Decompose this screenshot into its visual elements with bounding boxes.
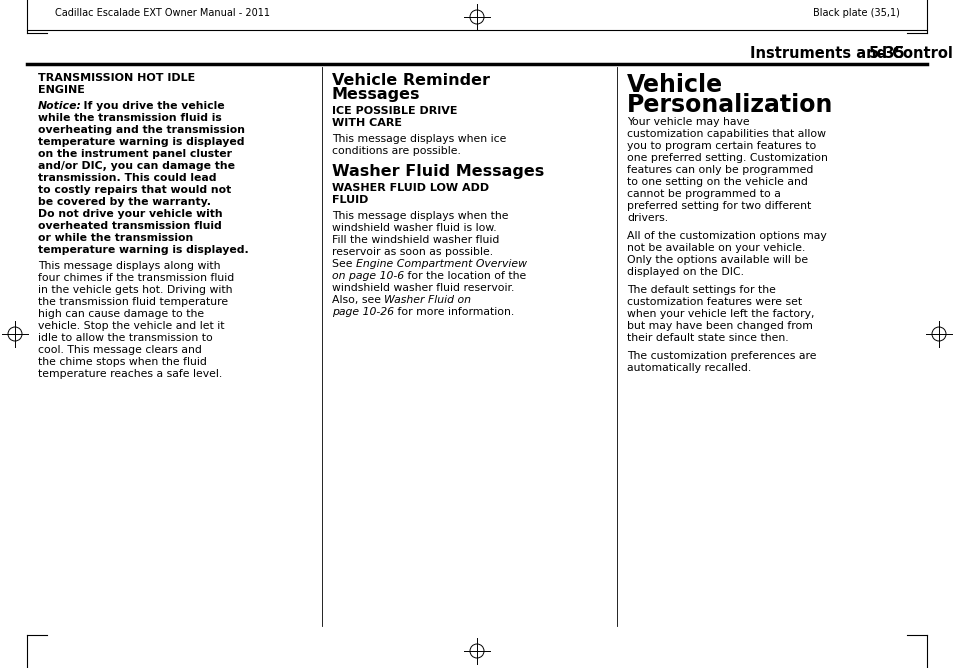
Text: features can only be programmed: features can only be programmed <box>626 165 813 175</box>
Text: temperature warning is displayed: temperature warning is displayed <box>38 136 244 146</box>
Text: ICE POSSIBLE DRIVE: ICE POSSIBLE DRIVE <box>332 106 457 116</box>
Text: the transmission fluid temperature: the transmission fluid temperature <box>38 297 228 307</box>
Text: The default settings for the: The default settings for the <box>626 285 775 295</box>
Text: Engine Compartment Overview: Engine Compartment Overview <box>355 259 526 269</box>
Text: you to program certain features to: you to program certain features to <box>626 141 816 151</box>
Text: windshield washer fluid reservoir.: windshield washer fluid reservoir. <box>332 283 514 293</box>
Text: Fill the windshield washer fluid: Fill the windshield washer fluid <box>332 234 498 244</box>
Text: Black plate (35,1): Black plate (35,1) <box>812 8 899 18</box>
Text: Cadillac Escalade EXT Owner Manual - 2011: Cadillac Escalade EXT Owner Manual - 201… <box>55 8 270 18</box>
Text: reservoir as soon as possible.: reservoir as soon as possible. <box>332 246 493 257</box>
Text: four chimes if the transmission fluid: four chimes if the transmission fluid <box>38 273 234 283</box>
Text: This message displays when ice: This message displays when ice <box>332 134 506 144</box>
Text: on page 10-6: on page 10-6 <box>332 271 404 281</box>
Text: All of the customization options may: All of the customization options may <box>626 231 826 241</box>
Text: be covered by the warranty.: be covered by the warranty. <box>38 196 211 206</box>
Text: conditions are possible.: conditions are possible. <box>332 146 460 156</box>
Text: temperature warning is displayed.: temperature warning is displayed. <box>38 244 249 255</box>
Text: page 10-26: page 10-26 <box>332 307 394 317</box>
Text: one preferred setting. Customization: one preferred setting. Customization <box>626 153 827 163</box>
Text: or while the transmission: or while the transmission <box>38 232 193 242</box>
Text: 5-35: 5-35 <box>867 46 904 61</box>
Text: If you drive the vehicle: If you drive the vehicle <box>76 101 224 111</box>
Text: when your vehicle left the factory,: when your vehicle left the factory, <box>626 309 814 319</box>
Text: while the transmission fluid is: while the transmission fluid is <box>38 113 221 123</box>
Text: The customization preferences are: The customization preferences are <box>626 351 816 361</box>
Text: automatically recalled.: automatically recalled. <box>626 363 750 373</box>
Text: TRANSMISSION HOT IDLE: TRANSMISSION HOT IDLE <box>38 73 195 83</box>
Text: This message displays along with: This message displays along with <box>38 261 220 271</box>
Text: for more information.: for more information. <box>394 307 514 317</box>
Text: not be available on your vehicle.: not be available on your vehicle. <box>626 243 804 253</box>
Text: FLUID: FLUID <box>332 195 368 205</box>
Text: Also, see: Also, see <box>332 295 384 305</box>
Text: WITH CARE: WITH CARE <box>332 118 401 128</box>
Text: customization features were set: customization features were set <box>626 297 801 307</box>
Text: See: See <box>332 259 355 269</box>
Text: preferred setting for two different: preferred setting for two different <box>626 201 810 211</box>
Text: customization capabilities that allow: customization capabilities that allow <box>626 129 825 139</box>
Text: Do not drive your vehicle with: Do not drive your vehicle with <box>38 208 222 218</box>
Text: vehicle. Stop the vehicle and let it: vehicle. Stop the vehicle and let it <box>38 321 224 331</box>
Text: overheating and the transmission: overheating and the transmission <box>38 125 245 134</box>
Text: to costly repairs that would not: to costly repairs that would not <box>38 184 231 194</box>
Text: idle to allow the transmission to: idle to allow the transmission to <box>38 333 213 343</box>
Text: transmission. This could lead: transmission. This could lead <box>38 172 216 182</box>
Text: Only the options available will be: Only the options available will be <box>626 255 807 265</box>
Text: This message displays when the: This message displays when the <box>332 210 508 220</box>
Text: for the location of the: for the location of the <box>404 271 526 281</box>
Text: Notice:: Notice: <box>38 101 82 111</box>
Text: Vehicle: Vehicle <box>626 73 722 97</box>
Text: WASHER FLUID LOW ADD: WASHER FLUID LOW ADD <box>332 183 489 193</box>
Text: and/or DIC, you can damage the: and/or DIC, you can damage the <box>38 160 234 170</box>
Text: drivers.: drivers. <box>626 213 667 223</box>
Text: Washer Fluid Messages: Washer Fluid Messages <box>332 164 543 179</box>
Text: Your vehicle may have: Your vehicle may have <box>626 117 749 127</box>
Text: displayed on the DIC.: displayed on the DIC. <box>626 267 743 277</box>
Text: cannot be programmed to a: cannot be programmed to a <box>626 189 781 199</box>
Text: Messages: Messages <box>332 87 420 102</box>
Text: temperature reaches a safe level.: temperature reaches a safe level. <box>38 369 222 379</box>
Text: their default state since then.: their default state since then. <box>626 333 788 343</box>
Text: on the instrument panel cluster: on the instrument panel cluster <box>38 148 232 158</box>
Text: Instruments and Controls: Instruments and Controls <box>749 46 953 61</box>
Text: the chime stops when the fluid: the chime stops when the fluid <box>38 357 207 367</box>
Text: overheated transmission fluid: overheated transmission fluid <box>38 220 221 230</box>
Text: in the vehicle gets hot. Driving with: in the vehicle gets hot. Driving with <box>38 285 233 295</box>
Text: to one setting on the vehicle and: to one setting on the vehicle and <box>626 177 807 187</box>
Text: Vehicle Reminder: Vehicle Reminder <box>332 73 490 88</box>
Text: Washer Fluid on: Washer Fluid on <box>384 295 471 305</box>
Text: high can cause damage to the: high can cause damage to the <box>38 309 204 319</box>
Text: cool. This message clears and: cool. This message clears and <box>38 345 202 355</box>
Text: Personalization: Personalization <box>626 93 833 117</box>
Text: windshield washer fluid is low.: windshield washer fluid is low. <box>332 222 497 232</box>
Text: but may have been changed from: but may have been changed from <box>626 321 812 331</box>
Text: ENGINE: ENGINE <box>38 85 85 95</box>
